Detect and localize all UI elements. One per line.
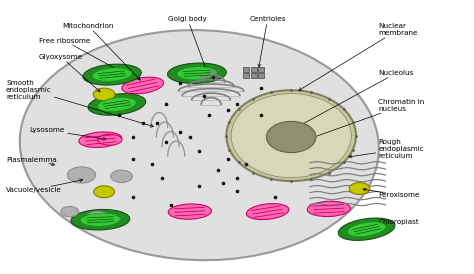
- Circle shape: [94, 186, 115, 198]
- Circle shape: [67, 167, 96, 183]
- Ellipse shape: [246, 204, 289, 219]
- Point: [158, 175, 165, 180]
- Ellipse shape: [177, 67, 217, 80]
- Ellipse shape: [307, 201, 350, 216]
- Text: Smooth
endoplasmic
reticulum: Smooth endoplasmic reticulum: [6, 79, 154, 127]
- Point: [163, 102, 170, 107]
- Text: Free ribosome: Free ribosome: [39, 38, 121, 72]
- Ellipse shape: [71, 210, 130, 230]
- Text: Glyoxysome: Glyoxysome: [39, 54, 100, 92]
- Point: [177, 129, 184, 134]
- Ellipse shape: [79, 132, 122, 147]
- Ellipse shape: [97, 98, 137, 112]
- Point: [129, 195, 137, 199]
- Point: [233, 102, 241, 107]
- Point: [167, 202, 175, 207]
- FancyBboxPatch shape: [251, 73, 257, 78]
- Circle shape: [86, 211, 110, 226]
- Point: [243, 162, 250, 166]
- Point: [186, 135, 194, 139]
- Ellipse shape: [168, 63, 226, 84]
- Point: [257, 113, 264, 118]
- Point: [205, 113, 212, 118]
- Text: Rough
endoplasmic
reticulum: Rough endoplasmic reticulum: [349, 139, 424, 159]
- Point: [214, 167, 222, 172]
- Ellipse shape: [81, 213, 120, 226]
- FancyBboxPatch shape: [243, 73, 249, 78]
- Point: [129, 135, 137, 139]
- Point: [139, 121, 146, 126]
- FancyBboxPatch shape: [258, 73, 264, 78]
- Text: Golgi body: Golgi body: [168, 16, 210, 79]
- FancyBboxPatch shape: [243, 67, 249, 72]
- Ellipse shape: [92, 68, 132, 81]
- Ellipse shape: [122, 77, 164, 94]
- Text: Nucleolus: Nucleolus: [294, 70, 414, 129]
- Point: [233, 175, 241, 180]
- Point: [177, 81, 184, 85]
- Point: [219, 181, 227, 185]
- FancyBboxPatch shape: [258, 67, 264, 72]
- Text: Plasmalemma: Plasmalemma: [6, 157, 57, 165]
- Ellipse shape: [347, 222, 386, 236]
- Circle shape: [111, 170, 132, 182]
- Text: Chloroplast: Chloroplast: [368, 219, 419, 228]
- Point: [163, 140, 170, 145]
- FancyBboxPatch shape: [251, 67, 257, 72]
- Circle shape: [61, 206, 79, 217]
- Point: [115, 113, 123, 118]
- Point: [210, 75, 217, 79]
- Text: Lysosome: Lysosome: [30, 127, 106, 140]
- Text: Centrioles: Centrioles: [249, 16, 286, 67]
- Circle shape: [349, 182, 370, 195]
- Point: [153, 121, 161, 126]
- Text: Mitochondrion: Mitochondrion: [63, 23, 140, 80]
- Ellipse shape: [20, 30, 379, 260]
- Point: [200, 94, 208, 99]
- Text: Peroxisome: Peroxisome: [363, 188, 420, 198]
- Ellipse shape: [231, 94, 351, 178]
- Ellipse shape: [266, 121, 316, 153]
- Ellipse shape: [338, 218, 395, 240]
- Ellipse shape: [168, 204, 211, 219]
- Point: [224, 108, 231, 112]
- Point: [271, 195, 279, 199]
- Text: Chromatin in
nucleus: Chromatin in nucleus: [306, 99, 425, 140]
- Point: [233, 189, 241, 193]
- Ellipse shape: [88, 94, 146, 115]
- Point: [195, 184, 203, 188]
- Text: Vacuole/vesicle: Vacuole/vesicle: [6, 179, 83, 193]
- Point: [129, 156, 137, 161]
- Point: [224, 156, 231, 161]
- Point: [195, 148, 203, 153]
- Circle shape: [93, 88, 115, 101]
- Point: [257, 86, 264, 90]
- Ellipse shape: [83, 64, 141, 85]
- Ellipse shape: [98, 134, 122, 145]
- Point: [148, 162, 156, 166]
- Ellipse shape: [227, 90, 356, 181]
- Text: Nuclear
membrane: Nuclear membrane: [299, 23, 418, 90]
